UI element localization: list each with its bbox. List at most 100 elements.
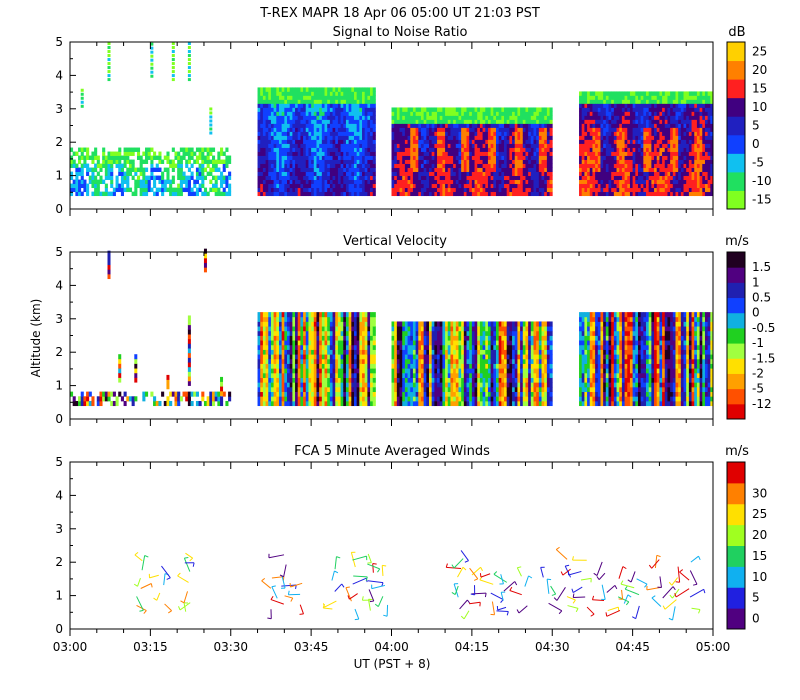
snr-cell xyxy=(509,123,513,128)
snr-cell xyxy=(530,131,534,136)
snr-cell xyxy=(659,159,663,164)
snr-cell xyxy=(461,111,465,116)
snr-cell xyxy=(699,127,703,132)
snr-cell xyxy=(335,131,339,136)
snr-cell xyxy=(418,175,422,181)
snr-cell xyxy=(463,147,467,152)
snr-cell xyxy=(463,191,467,197)
snr-cell xyxy=(367,187,371,193)
snr-cell xyxy=(696,155,701,160)
snr-cell xyxy=(265,147,269,152)
snr-cell xyxy=(335,123,339,128)
snr-cell xyxy=(319,155,323,160)
snr-cell xyxy=(670,123,674,128)
snr-cell xyxy=(637,119,642,124)
snr-cell xyxy=(471,119,475,124)
vv-cell xyxy=(303,377,307,383)
snr-cell xyxy=(487,123,492,128)
vv-cell xyxy=(102,391,106,397)
snr-cell xyxy=(471,191,475,197)
snr-cell xyxy=(78,159,82,164)
snr-cell xyxy=(128,163,133,168)
snr-cell xyxy=(611,163,615,168)
snr-cell xyxy=(439,187,443,193)
snr-cell xyxy=(509,111,513,116)
snr-cell xyxy=(351,151,355,156)
snr-cell xyxy=(613,131,617,136)
vv-cell xyxy=(270,349,275,355)
vv-cell xyxy=(289,386,293,393)
snr-cell xyxy=(257,123,261,128)
snr-cell xyxy=(504,175,508,181)
snr-cell xyxy=(520,191,524,197)
snr-cell xyxy=(664,103,668,108)
snr-cell xyxy=(463,159,467,164)
snr-cell xyxy=(289,179,293,185)
snr-cell xyxy=(415,163,419,168)
snr-cell xyxy=(651,179,655,185)
snr-cell xyxy=(437,107,441,112)
snr-cell xyxy=(525,131,529,136)
snr-cell xyxy=(512,163,516,168)
snr-cell xyxy=(311,103,315,108)
snr-cell xyxy=(619,139,623,144)
snr-cell xyxy=(504,167,508,172)
snr-cell xyxy=(303,163,307,168)
snr-cell xyxy=(356,103,360,108)
snr-cell xyxy=(211,167,216,172)
snr-cell xyxy=(222,151,226,156)
snr-cell xyxy=(260,171,264,176)
snr-cell xyxy=(629,91,634,96)
snr-cell xyxy=(332,91,336,96)
snr-cell xyxy=(461,127,465,132)
snr-cell xyxy=(319,99,323,104)
snr-cell xyxy=(367,115,371,120)
snr-cell xyxy=(659,163,663,168)
snr-cell xyxy=(605,155,609,160)
snr-cell xyxy=(410,139,414,144)
snr-cell xyxy=(442,175,446,181)
snr-cell xyxy=(402,179,406,185)
snr-cell xyxy=(190,187,194,193)
snr-cell xyxy=(597,155,601,160)
vv-cell xyxy=(308,382,312,388)
snr-cell xyxy=(546,191,550,197)
snr-cell xyxy=(171,187,175,193)
snr-cell xyxy=(372,167,376,172)
snr-cell xyxy=(289,119,293,124)
snr-cell xyxy=(305,127,309,132)
vv-cell xyxy=(72,396,76,402)
snr-cell xyxy=(579,183,583,189)
snr-cell xyxy=(348,191,352,197)
vv-cell xyxy=(153,396,157,402)
vv-cell xyxy=(270,400,275,407)
snr-cell xyxy=(404,107,408,112)
snr-cell xyxy=(581,167,585,172)
snr-cell xyxy=(463,187,467,193)
snr-cell xyxy=(621,175,625,181)
snr-cell xyxy=(209,159,213,164)
snr-cell xyxy=(589,155,593,160)
snr-cell xyxy=(415,127,419,132)
snr-cell xyxy=(694,183,698,189)
snr-cell xyxy=(536,111,540,116)
snr-cell xyxy=(485,131,489,136)
snr-cell xyxy=(102,179,106,185)
snr-cell xyxy=(627,123,631,128)
snr-cell xyxy=(662,115,666,120)
vv-cell xyxy=(278,354,283,360)
vv-cell xyxy=(142,391,146,397)
snr-cell xyxy=(426,179,430,185)
snr-cell xyxy=(437,191,441,197)
vv-cell xyxy=(278,316,283,322)
snr-cell xyxy=(136,147,141,152)
snr-cell xyxy=(423,179,427,185)
snr-cell xyxy=(651,123,655,128)
snr-cell xyxy=(353,183,358,189)
snr-cell xyxy=(683,151,687,156)
snr-cell xyxy=(260,103,264,108)
snr-cell xyxy=(707,131,711,136)
snr-cell xyxy=(702,91,706,96)
snr-cell xyxy=(694,123,698,128)
snr-cell xyxy=(530,135,534,140)
